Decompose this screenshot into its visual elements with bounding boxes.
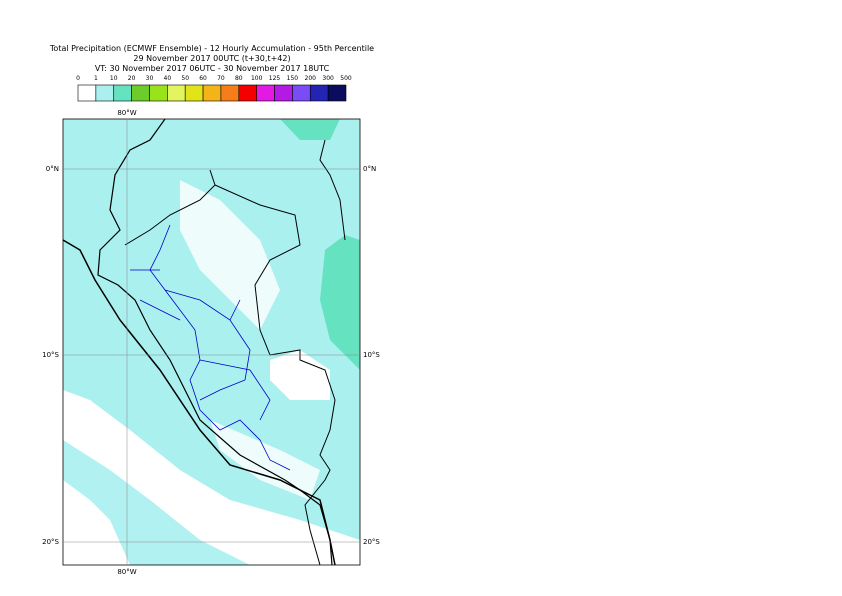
wet-area xyxy=(280,119,340,140)
lat-label: 20°S xyxy=(42,538,59,546)
dry-area xyxy=(270,350,330,400)
legend-label: 0 xyxy=(76,75,80,82)
title-line: 29 November 2017 00UTC (t+30,t+42) xyxy=(133,54,290,63)
coastline xyxy=(97,119,333,565)
legend-swatch xyxy=(327,84,347,102)
lat-label: 20°S xyxy=(363,538,380,546)
legend-label: 70 xyxy=(217,75,225,82)
legend-label: 10 xyxy=(110,75,118,82)
legend-swatch xyxy=(238,84,257,102)
legend-label: 500 xyxy=(340,75,352,82)
legend-swatch xyxy=(167,84,186,102)
legend-label: 20 xyxy=(128,75,136,82)
legend-swatch xyxy=(292,84,311,102)
lat-label: 0°N xyxy=(46,165,59,173)
legend-swatch xyxy=(113,84,132,102)
title-line: Total Precipitation (ECMWF Ensemble) - 1… xyxy=(49,44,374,53)
legend-label: 200 xyxy=(305,75,317,82)
legend-swatch xyxy=(274,84,293,102)
legend-label: 30 xyxy=(146,75,154,82)
dry-area xyxy=(63,480,130,565)
legend-swatch xyxy=(184,84,204,102)
legend-label: 150 xyxy=(287,75,299,82)
legend-swatch xyxy=(202,84,222,102)
legend-swatch xyxy=(256,84,275,102)
dry-area xyxy=(210,420,320,500)
legend-label: 100 xyxy=(251,75,263,82)
map: 80°W 80°W 0°N 0°N 10°S 10°S 20°S 20°S xyxy=(42,109,380,576)
title-block: Total Precipitation (ECMWF Ensemble) - 1… xyxy=(49,44,374,73)
legend-label: 40 xyxy=(164,75,172,82)
coastline xyxy=(63,239,336,565)
lat-label: 0°N xyxy=(363,165,376,173)
legend-label: 1 xyxy=(94,75,98,82)
legend-swatch xyxy=(77,84,97,102)
lat-label: 10°S xyxy=(363,351,380,359)
legend-label: 300 xyxy=(322,75,334,82)
map-frame xyxy=(62,118,361,566)
legend: 0 1 10 20 30 40 50 60 70 80 100 125 150 200 300 500 xyxy=(76,75,352,102)
lat-label: 10°S xyxy=(42,351,59,359)
wet-area xyxy=(320,235,360,370)
legend-swatch xyxy=(220,84,240,102)
border xyxy=(124,139,346,565)
legend-swatch xyxy=(95,84,115,102)
legend-swatch xyxy=(131,84,150,102)
legend-label: 50 xyxy=(181,75,189,82)
legend-swatch xyxy=(309,84,329,102)
lon-label: 80°W xyxy=(117,109,136,117)
region-border xyxy=(130,224,291,471)
dry-area xyxy=(180,180,280,330)
legend-label: 125 xyxy=(269,75,281,82)
legend-swatch xyxy=(149,84,168,102)
lon-label: 80°W xyxy=(117,568,136,576)
graticule xyxy=(63,119,360,565)
legend-label: 80 xyxy=(235,75,243,82)
legend-label: 60 xyxy=(199,75,207,82)
title-line: VT: 30 November 2017 06UTC - 30 November… xyxy=(95,64,330,73)
